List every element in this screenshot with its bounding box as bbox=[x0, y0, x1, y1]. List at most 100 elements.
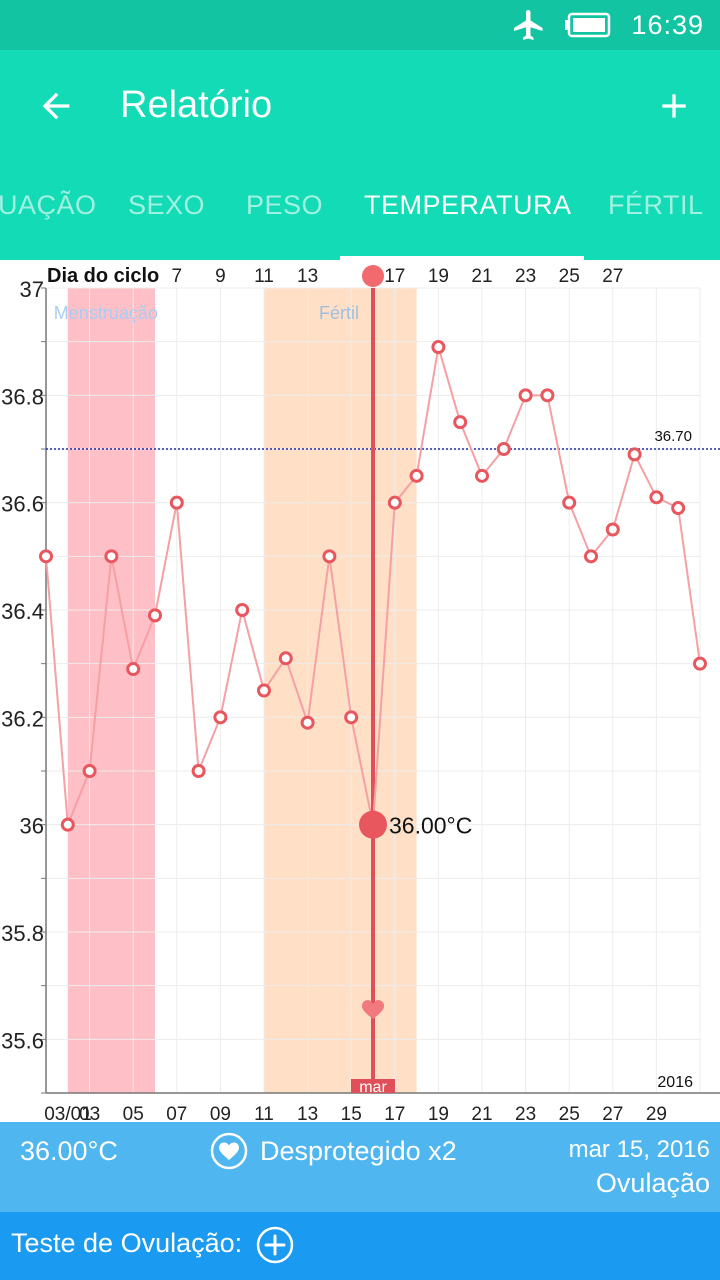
cycle-day-tick: 21 bbox=[471, 266, 492, 287]
x-tick-label: 17 bbox=[384, 1104, 405, 1122]
data-point bbox=[60, 817, 75, 832]
data-point bbox=[191, 764, 206, 778]
heart-icon bbox=[210, 1132, 248, 1170]
cycle-day-tick: 11 bbox=[254, 266, 274, 287]
x-tick-label: 09 bbox=[210, 1104, 231, 1122]
data-point bbox=[213, 710, 228, 725]
data-point bbox=[584, 549, 598, 564]
data-point bbox=[409, 468, 424, 483]
x-tick-label: 21 bbox=[471, 1104, 492, 1122]
year-label: 2016 bbox=[657, 1074, 693, 1091]
add-ovulation-test-button[interactable] bbox=[256, 1226, 294, 1264]
x-tick-label: 13 bbox=[297, 1104, 318, 1122]
arrow-left-icon bbox=[42, 92, 70, 120]
tab-indicator bbox=[340, 256, 584, 260]
data-point bbox=[496, 442, 511, 456]
cycle-day-tick: 13 bbox=[297, 266, 318, 287]
tab-menstruacao[interactable]: UAÇÃO bbox=[0, 190, 97, 220]
x-tick-label: 05 bbox=[123, 1104, 144, 1122]
cycle-day-tick: 25 bbox=[559, 266, 580, 287]
tab-fertil[interactable]: FÉRTIL bbox=[608, 190, 704, 220]
y-tick-label: 37 bbox=[20, 277, 44, 302]
toolbar: Relatório bbox=[0, 50, 720, 162]
x-tick-label: 15 bbox=[341, 1104, 362, 1122]
data-point bbox=[169, 495, 184, 510]
info-bar: 36.00°C Desprotegido x2 mar 15, 2016 Ovu… bbox=[0, 1122, 720, 1212]
month-tag-label: mar bbox=[359, 1079, 387, 1096]
temperature-chart[interactable]: 37 36.8 36.6 36.4 36.2 36 35.8 35.6 03/01 03 05 07 0… bbox=[0, 260, 720, 1122]
page-title: Relatório bbox=[120, 84, 273, 126]
cycle-day-label: Dia do ciclo bbox=[47, 265, 159, 287]
cycle-day-tick: 23 bbox=[515, 266, 536, 287]
tab-bar: UAÇÃO SEXO PESO TEMPERATURA FÉRTIL bbox=[0, 162, 720, 260]
tab-peso[interactable]: PESO bbox=[246, 190, 324, 220]
data-point bbox=[540, 388, 555, 403]
tab-temperatura[interactable]: TEMPERATURA bbox=[364, 190, 572, 220]
selected-day-top-marker bbox=[362, 265, 384, 287]
cycle-day-tick: 17 bbox=[384, 266, 405, 287]
y-tick-label: 35.8 bbox=[1, 921, 44, 946]
data-point bbox=[627, 447, 642, 462]
region-band-0 bbox=[67, 288, 155, 1093]
month-tag-box bbox=[351, 1079, 395, 1093]
back-button[interactable] bbox=[30, 80, 82, 132]
airplane-icon bbox=[511, 7, 547, 43]
y-tick-label: 36.8 bbox=[1, 384, 44, 409]
data-point bbox=[344, 710, 359, 725]
data-point bbox=[148, 608, 162, 623]
x-tick-label: 03 bbox=[79, 1104, 100, 1122]
x-tick-label: 29 bbox=[646, 1104, 667, 1122]
intercourse-heart-icon bbox=[362, 1000, 384, 1019]
data-point bbox=[518, 388, 533, 403]
tab-sexo[interactable]: SEXO bbox=[128, 190, 206, 220]
y-tick-label: 36.2 bbox=[1, 706, 44, 731]
data-point bbox=[453, 415, 468, 430]
coverline-label: 36.70 bbox=[654, 428, 692, 445]
region-band-1 bbox=[264, 288, 417, 1093]
region-label-1: Fértil bbox=[319, 303, 359, 323]
y-tick-label: 36.4 bbox=[1, 599, 44, 624]
data-point bbox=[104, 549, 119, 564]
data-point bbox=[387, 495, 402, 510]
cycle-day-tick: 9 bbox=[215, 266, 226, 287]
cycle-day-tick: 7 bbox=[172, 266, 183, 287]
data-point bbox=[322, 549, 337, 564]
data-point bbox=[278, 651, 293, 666]
data-point bbox=[562, 495, 577, 510]
x-tick-label: 11 bbox=[254, 1104, 274, 1122]
selected-value-label: 36.00°C bbox=[389, 813, 472, 839]
data-point bbox=[605, 522, 620, 537]
data-point bbox=[671, 501, 686, 516]
y-tick-label: 35.6 bbox=[1, 1028, 44, 1053]
data-point bbox=[649, 490, 664, 505]
ovulation-test-bar: Teste de Ovulação: bbox=[0, 1212, 720, 1280]
data-point bbox=[431, 340, 446, 355]
data-point bbox=[235, 603, 250, 617]
x-tick-label: 27 bbox=[602, 1104, 623, 1122]
status-time: 16:39 bbox=[631, 9, 704, 40]
data-point bbox=[257, 683, 271, 698]
app-bar: Relatório UAÇÃO SEXO PESO TEMPERATURA FÉ… bbox=[0, 50, 720, 260]
cycle-phase: Ovulação bbox=[595, 1168, 710, 1198]
x-tick-label: 23 bbox=[515, 1104, 536, 1122]
intercourse-status: Desprotegido x2 bbox=[260, 1136, 457, 1166]
add-button[interactable] bbox=[648, 80, 700, 132]
x-tick-label: 19 bbox=[428, 1104, 449, 1122]
x-tick-label: 03/01 bbox=[44, 1104, 92, 1122]
cycle-day-tick: 19 bbox=[428, 266, 449, 287]
battery-icon bbox=[565, 11, 613, 39]
y-tick-label: 36 bbox=[20, 814, 44, 839]
data-point bbox=[126, 662, 141, 677]
data-point bbox=[693, 656, 707, 671]
cycle-day-tick: 27 bbox=[602, 266, 623, 287]
selected-date: mar 15, 2016 bbox=[568, 1136, 710, 1163]
status-bar: 16:39 bbox=[0, 0, 720, 50]
plus-icon bbox=[662, 94, 686, 118]
data-point bbox=[39, 549, 53, 564]
x-tick-label: 07 bbox=[166, 1104, 187, 1122]
x-tick-label: 25 bbox=[559, 1104, 580, 1122]
data-point bbox=[300, 715, 315, 730]
selected-data-point bbox=[359, 810, 387, 839]
selected-temperature: 36.00°C bbox=[20, 1136, 118, 1166]
